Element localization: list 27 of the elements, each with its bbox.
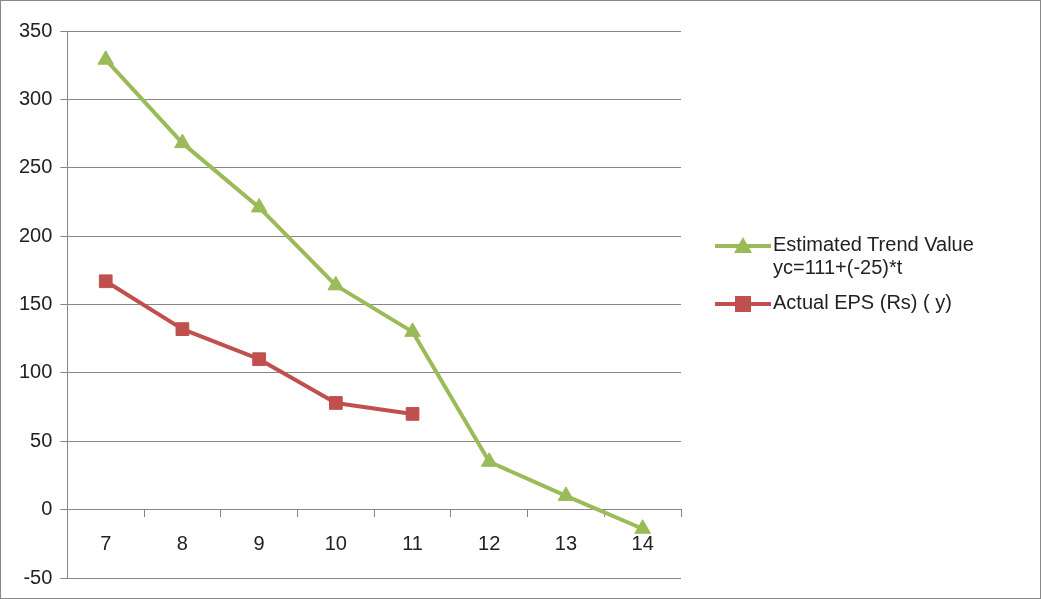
point bbox=[97, 50, 115, 65]
point bbox=[557, 486, 575, 501]
point bbox=[404, 322, 421, 337]
y-tick-label: 250 bbox=[18, 155, 53, 178]
y-tick-label: 50 bbox=[30, 428, 53, 451]
y-tick-label: 150 bbox=[18, 292, 53, 315]
y-tick-label: 300 bbox=[18, 86, 53, 109]
x-tick-label: 13 bbox=[554, 532, 578, 555]
x-tick-label: 11 bbox=[402, 532, 423, 555]
x-tick-label: 8 bbox=[176, 532, 188, 555]
x-tick-label: 14 bbox=[631, 532, 654, 555]
x-tick-label: 7 bbox=[100, 532, 112, 555]
point bbox=[480, 452, 498, 467]
x-tick-label: 12 bbox=[478, 532, 501, 555]
x-tick-label: 10 bbox=[324, 532, 347, 555]
legend-label: Actual EPS (Rs) ( y) bbox=[773, 291, 952, 314]
y-tick-label: 200 bbox=[18, 223, 53, 246]
x-tick-label: 9 bbox=[253, 532, 265, 555]
y-tick-label: -50 bbox=[23, 565, 53, 588]
point bbox=[634, 519, 651, 534]
point bbox=[174, 133, 191, 149]
y-tick-label: 100 bbox=[18, 360, 53, 383]
y-tick-label: 0 bbox=[41, 497, 53, 520]
point bbox=[327, 275, 345, 291]
y-tick-label: 350 bbox=[18, 18, 53, 41]
point bbox=[250, 197, 268, 213]
legend-label: Estimated Trend Value yc=111+(-25)*t bbox=[773, 233, 975, 279]
